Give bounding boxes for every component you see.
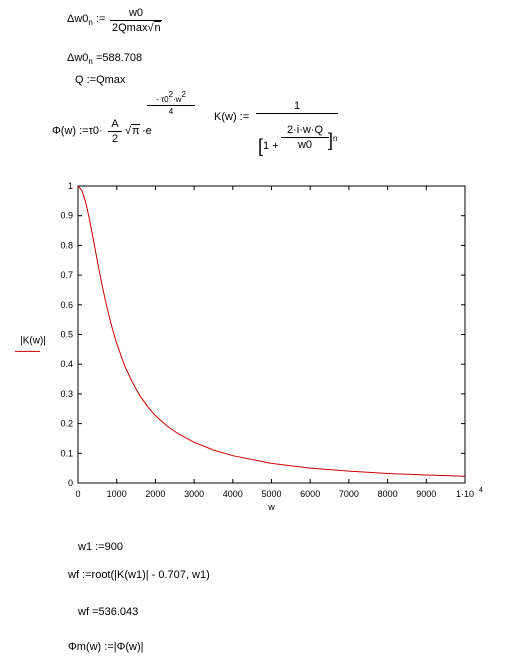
x-tick-label: 8000 [378,489,398,499]
fraction-bar [110,20,162,21]
w1-definition: w1 :=900 [78,541,123,553]
y-tick-label: 0 [68,478,73,488]
x-tick-label-exponent: 4 [479,487,483,494]
dw0n-def-fraction: w0 2Qmax√n [110,7,162,34]
k-denominator-fraction: 2·i·w·Q w0 [281,124,329,151]
y-tick-label: 0.8 [60,240,73,250]
k-magnitude-chart: 0 0.1 0.2 0.3 0.4 0.5 0.6 0.7 0.8 0.9 1 0 1000 2000 30… [15,181,483,512]
y-tick-label: 0.3 [60,389,73,399]
y-tick-label: 0.5 [60,330,73,340]
x-tick-label: 1·10 [456,489,474,499]
y-tick-label: 0.1 [60,448,73,458]
x-tick-label: 7000 [339,489,359,499]
q-definition: Q :=Qmax [75,74,126,86]
dw0n-def-lhs: Δw0 [67,13,89,25]
k-definition-lhs: K(w) := [214,111,250,123]
dw0n-def-assign: := [95,13,106,25]
phi-definition-lhs: Φ(w) :=τ0· [52,125,103,137]
x-tick-label: 0 [75,489,80,499]
y-tick-label: 0.9 [60,211,73,221]
k-denominator: [1 + [258,136,279,156]
y-axis-label: |K(w)| [20,335,46,346]
x-tick-label: 2000 [145,489,165,499]
dw0n-def-denominator: 2Qmax√n [112,21,161,34]
k-main-fraction: 1 [256,100,338,115]
series-line [77,185,466,477]
k-denominator-close: ]n [328,130,338,150]
dw0n-eval-value: 588.708 [102,52,143,64]
dw0n-eval-eq: = [95,52,103,64]
fraction-bar [256,113,338,114]
x-tick-label: 9000 [416,489,436,499]
y-tick-label: 1 [68,181,73,191]
x-tick-label: 1000 [107,489,127,499]
y-tick-label: 0.7 [60,270,73,280]
phi-exponential: ·e [142,125,152,137]
x-tick-label: 6000 [300,489,320,499]
phim-definition: Φm(w) :=|Φ(w)| [68,641,144,653]
dw0n-eval-sub: n [88,57,93,66]
dw0n-eval-lhs: Δw0 [67,52,89,64]
dw0n-def-sub: n [88,18,93,27]
dw0n-evaluation: Δw0n =588.708 [67,52,143,66]
x-tick-label: 5000 [261,489,281,499]
y-tick-label: 0.2 [60,419,73,429]
plot-frame [77,185,466,484]
dw0n-def-numerator: w0 [128,7,144,19]
wf-definition: wf :=root(|K(w1)| - 0.707, w1) [68,569,210,581]
phi-a-over-2: A 2 [108,118,122,145]
dw0n-definition: Δw0n := [67,13,106,27]
y-tick-label: 0.6 [60,300,73,310]
phi-sqrt-pi: √π [125,124,140,137]
fraction-bar [147,105,195,106]
y-tick-label: 0.4 [60,359,73,369]
phi-exponent-fraction: - τ02·w2 4 [147,90,195,116]
x-tick-label: 3000 [184,489,204,499]
x-axis-label: w [267,502,275,512]
wf-evaluation: wf =536.043 [78,606,139,618]
fraction-bar [108,131,122,132]
x-tick-label: 4000 [223,489,243,499]
fraction-bar [281,137,329,138]
